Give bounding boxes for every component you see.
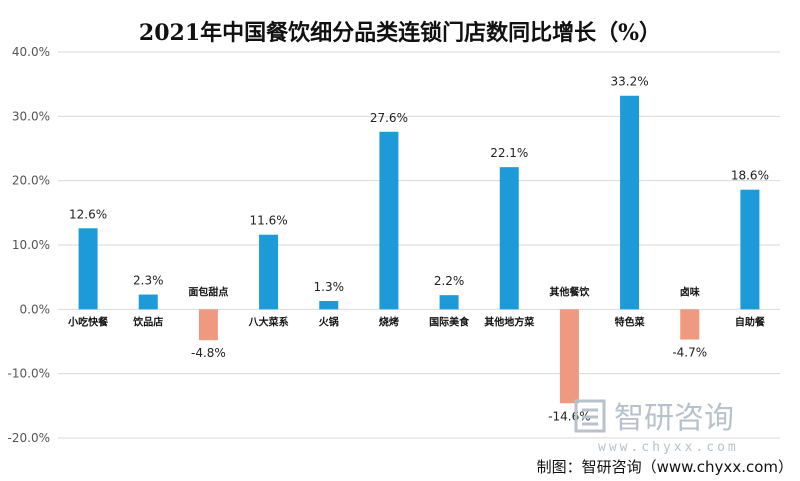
category-label: 其他地方菜 — [484, 315, 535, 328]
bar — [439, 295, 459, 310]
y-tick-label: -10.0% — [8, 367, 50, 381]
data-label: -4.8% — [191, 346, 226, 360]
data-labels: 12.6% 2.3% -4.8% 11.6% 1.3% 27.6% 2.2% 22.1% -14… — [69, 75, 769, 424]
category-label: 国际美食 — [429, 315, 470, 328]
bar — [319, 300, 339, 310]
data-label: 12.6% — [69, 207, 107, 221]
y-tick-label: 0.0% — [20, 302, 51, 316]
category-label: 饮品店 — [132, 315, 163, 328]
data-label: 33.2% — [611, 75, 649, 89]
category-label: 其他餐饮 — [549, 285, 590, 298]
category-label: 卤味 — [680, 285, 700, 298]
y-axis: -20.0% -10.0% 0.0% 10.0% 20.0% 30.0% 40.0% — [8, 45, 50, 445]
category-label: 小吃快餐 — [67, 315, 109, 328]
bar — [198, 309, 218, 341]
data-label: -4.7% — [672, 346, 707, 360]
category-label: 八大菜系 — [248, 315, 289, 328]
category-label: 特色菜 — [615, 315, 646, 328]
gridlines — [58, 51, 780, 439]
credit-text: 制图：智研咨询（www.chyxx.com） — [537, 458, 793, 476]
data-label: 1.3% — [314, 280, 345, 294]
watermark: 智研咨询 www.chyxx.com — [574, 399, 739, 455]
data-label: 22.1% — [490, 146, 528, 160]
data-label: 18.6% — [731, 169, 769, 183]
bar — [680, 309, 700, 340]
watermark-url: www.chyxx.com — [598, 440, 739, 455]
category-label: 烧烤 — [379, 315, 399, 328]
watermark-name: 智研咨询 — [614, 401, 734, 436]
bar — [379, 131, 399, 310]
bar — [259, 234, 279, 310]
data-label: 2.2% — [434, 274, 465, 288]
y-tick-label: 40.0% — [12, 45, 50, 59]
data-label: 27.6% — [370, 111, 408, 125]
bar — [740, 189, 760, 310]
y-tick-label: 10.0% — [12, 238, 50, 252]
y-tick-label: 30.0% — [12, 109, 50, 123]
data-label: 11.6% — [250, 214, 288, 228]
y-tick-label: 20.0% — [12, 174, 50, 188]
category-label: 自助餐 — [735, 315, 766, 328]
data-label: -14.6% — [548, 409, 590, 423]
data-label: 2.3% — [133, 274, 164, 288]
bars — [78, 95, 760, 404]
category-label: 火锅 — [319, 315, 339, 328]
chart-title: 2021年中国餐饮细分品类连锁门店数同比增长（%） — [139, 20, 661, 46]
watermark-logo-icon — [574, 399, 606, 433]
bar — [620, 95, 640, 310]
category-label: 面包甜点 — [188, 285, 228, 298]
bar — [78, 228, 98, 310]
bar — [138, 294, 158, 310]
bar — [559, 309, 579, 404]
y-tick-label: -20.0% — [8, 431, 50, 445]
bar — [499, 167, 519, 310]
